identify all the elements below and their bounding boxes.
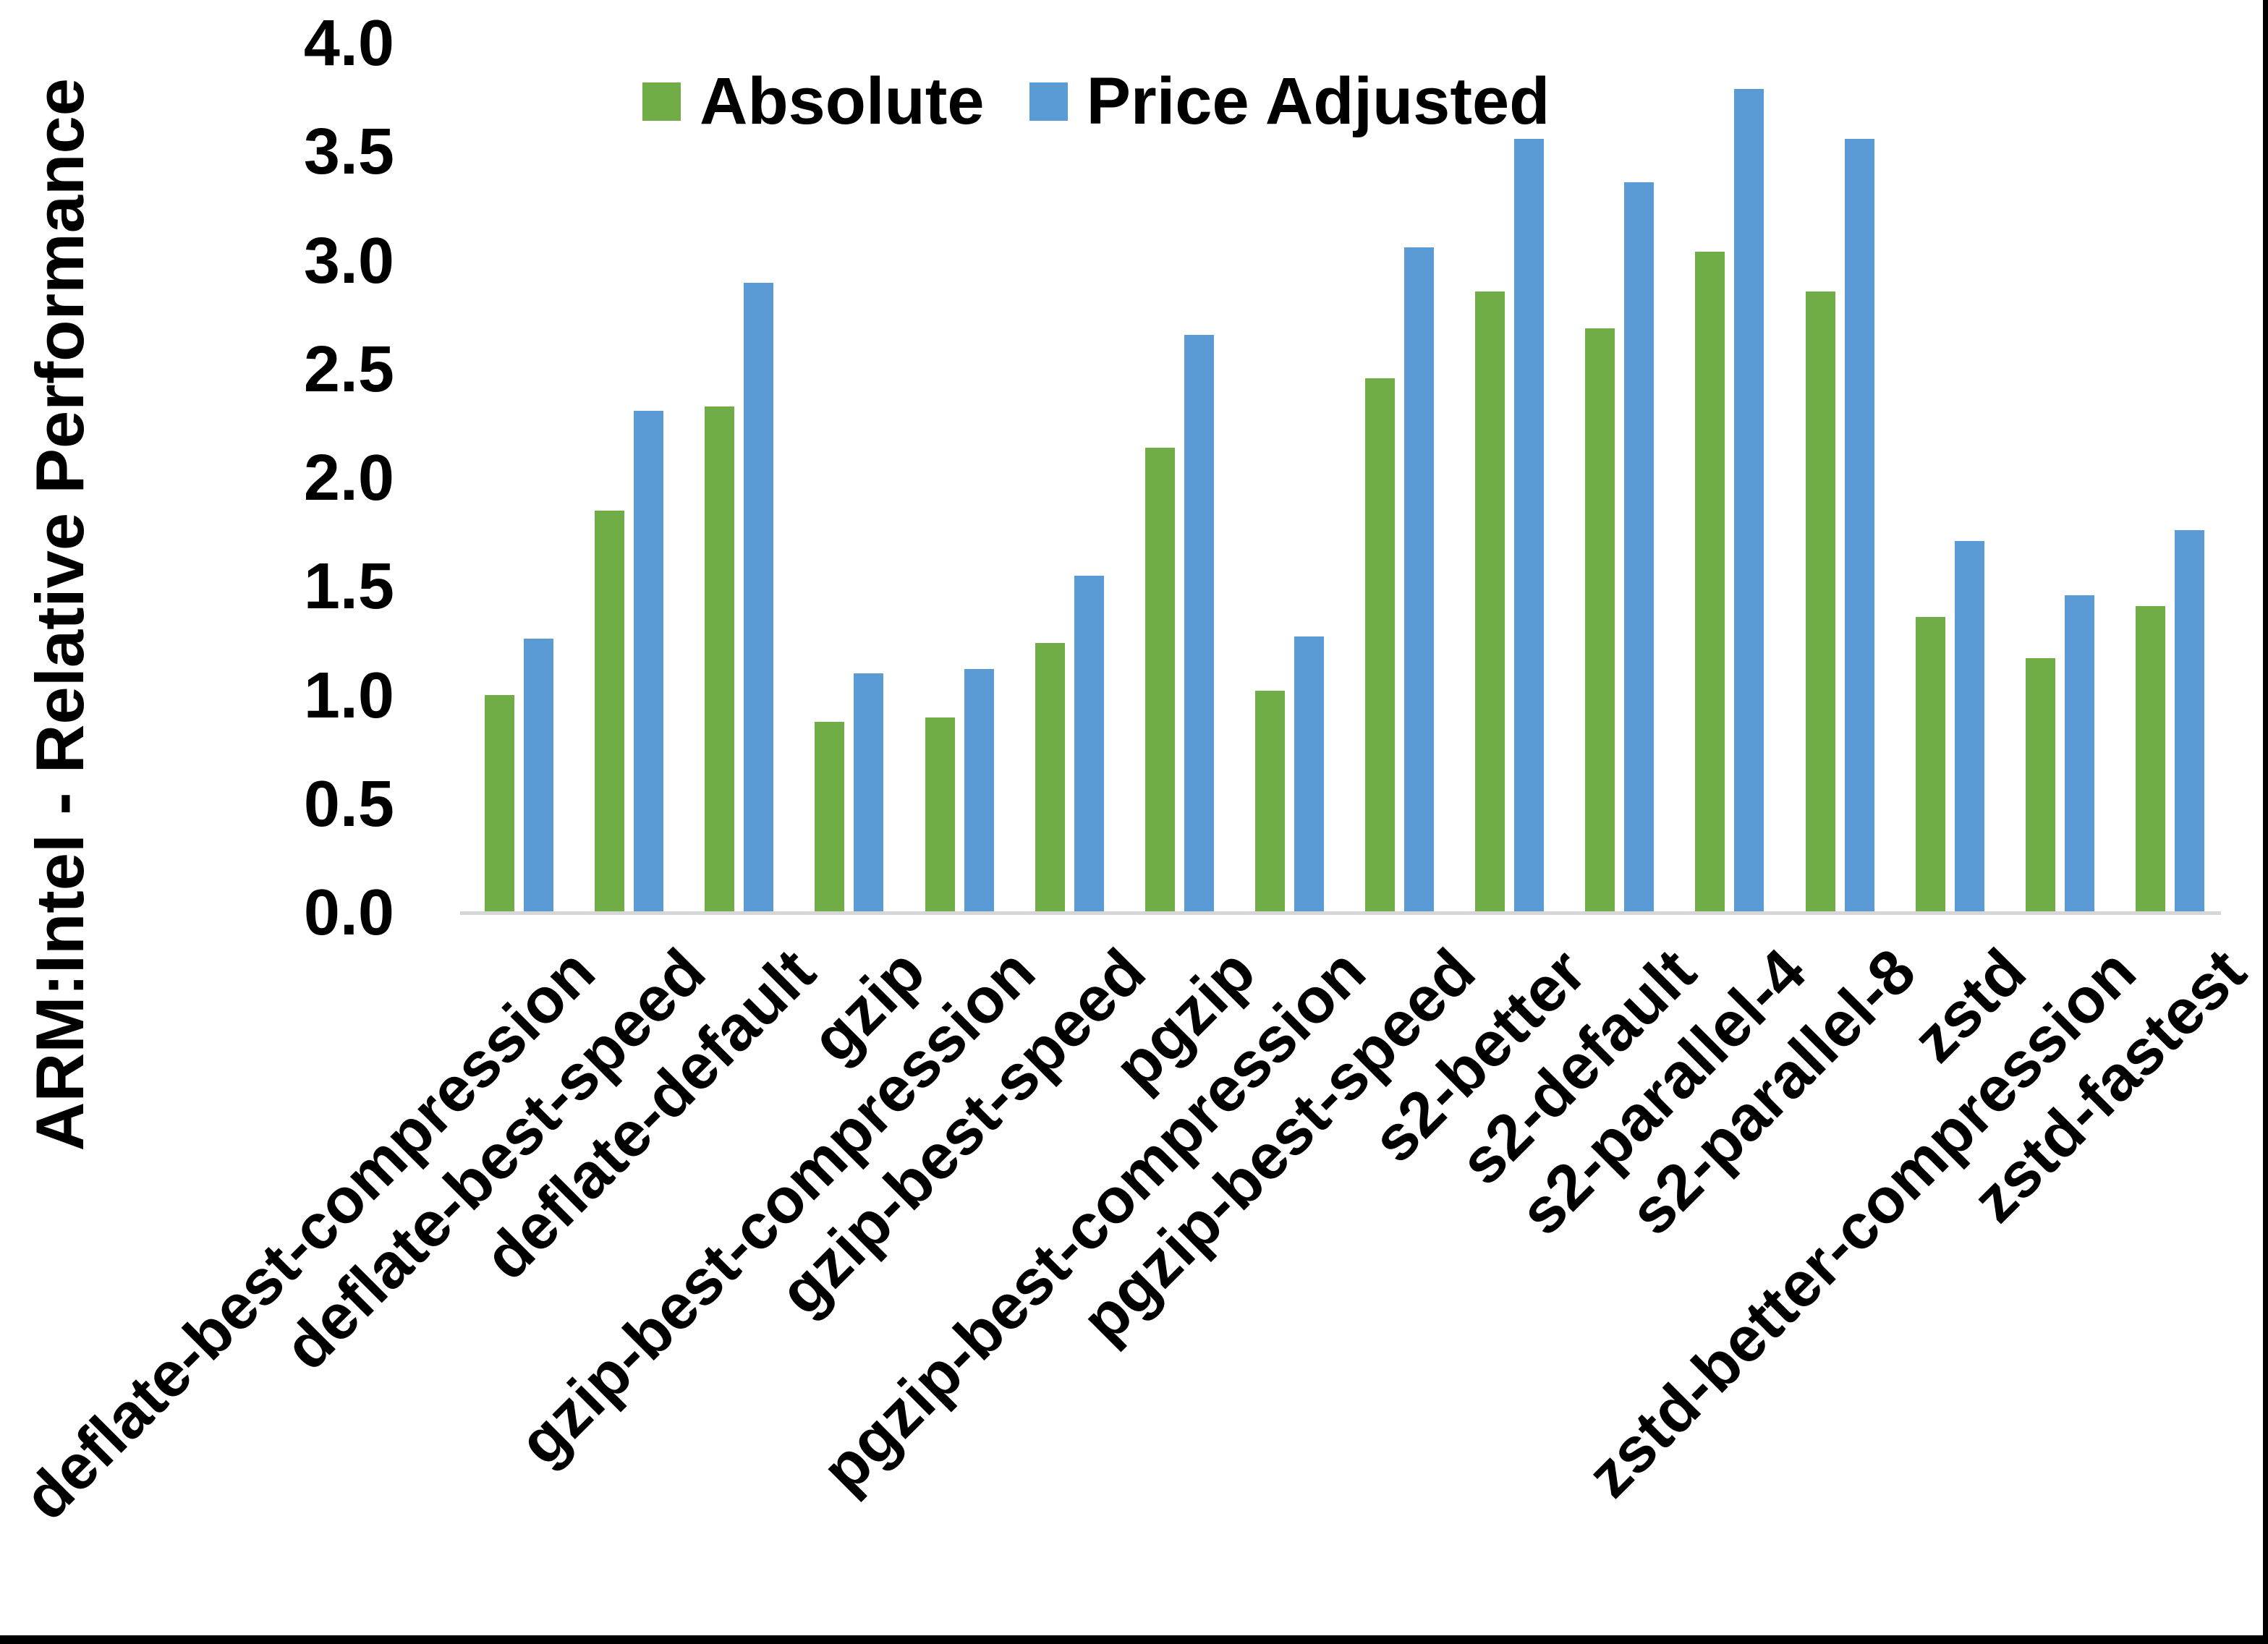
- legend-item-absolute: Absolute: [642, 64, 985, 140]
- bar-price-adjusted-pgzip: [1184, 335, 1214, 913]
- legend-label: Price Adjusted: [1086, 64, 1550, 138]
- bar-absolute-zstd: [1916, 617, 1945, 913]
- bar-absolute-s2-better: [1475, 291, 1505, 913]
- bar-price-adjusted-pgzip-best-speed: [1404, 247, 1434, 913]
- bar-absolute-pgzip: [1145, 448, 1175, 913]
- y-axis-title-container: ARM:Intel - Relative Performance: [13, 36, 107, 1193]
- bar-price-adjusted-deflate-best-compression: [524, 639, 553, 913]
- bar-absolute-deflate-best-compression: [485, 695, 514, 913]
- y-tick-label: 0.0: [303, 877, 394, 949]
- screenshot-bottom-border: [0, 1635, 2268, 1644]
- bar-absolute-s2-parallel-4: [1695, 252, 1725, 913]
- y-tick-label: 3.5: [303, 116, 394, 189]
- bar-price-adjusted-zstd-better-compression: [2065, 595, 2094, 913]
- screenshot-right-border: [2263, 0, 2268, 1644]
- bar-price-adjusted-gzip-best-speed: [1074, 576, 1104, 913]
- bar-absolute-s2-parallel-8: [1806, 291, 1835, 913]
- bar-absolute-pgzip-best-compression: [1255, 691, 1285, 913]
- y-tick-label: 4.0: [303, 7, 394, 80]
- bar-absolute-zstd-fastest: [2136, 606, 2165, 913]
- bar-absolute-deflate-best-speed: [595, 511, 624, 913]
- bar-absolute-pgzip-best-speed: [1365, 378, 1395, 913]
- bar-price-adjusted-deflate-default: [744, 283, 773, 913]
- bar-absolute-gzip-best-speed: [1035, 643, 1065, 913]
- bar-price-adjusted-deflate-best-speed: [634, 411, 663, 913]
- bar-price-adjusted-gzip-best-compression: [964, 669, 994, 913]
- x-axis-line: [460, 911, 2221, 915]
- bar-price-adjusted-zstd-fastest: [2175, 530, 2204, 913]
- bar-price-adjusted-pgzip-best-compression: [1294, 636, 1324, 913]
- legend-label: Absolute: [700, 64, 985, 138]
- bar-price-adjusted-s2-parallel-4: [1734, 89, 1764, 913]
- bar-absolute-gzip-best-compression: [925, 717, 955, 913]
- bar-absolute-gzip: [815, 722, 844, 913]
- bar-absolute-s2-default: [1585, 328, 1615, 913]
- y-tick-label: 0.5: [303, 767, 394, 840]
- y-axis-title: ARM:Intel - Relative Performance: [22, 78, 98, 1151]
- legend-swatch-absolute: [642, 82, 681, 121]
- y-tick-label: 2.0: [303, 442, 394, 514]
- y-tick-label: 3.0: [303, 224, 394, 297]
- bar-price-adjusted-gzip: [854, 673, 883, 913]
- bar-price-adjusted-s2-better: [1514, 139, 1544, 913]
- legend-swatch-price-adjusted: [1029, 82, 1068, 121]
- y-tick-label: 2.5: [303, 333, 394, 406]
- bar-price-adjusted-s2-default: [1624, 182, 1654, 913]
- legend-item-price-adjusted: Price Adjusted: [1029, 64, 1550, 140]
- bar-price-adjusted-zstd: [1955, 541, 1984, 913]
- y-tick-label: 1.5: [303, 550, 394, 623]
- bar-price-adjusted-s2-parallel-8: [1845, 139, 1874, 913]
- legend: Absolute Price Adjusted: [642, 64, 1594, 140]
- bar-absolute-deflate-default: [705, 406, 734, 913]
- y-tick-label: 1.0: [303, 659, 394, 732]
- bar-absolute-zstd-better-compression: [2026, 658, 2055, 913]
